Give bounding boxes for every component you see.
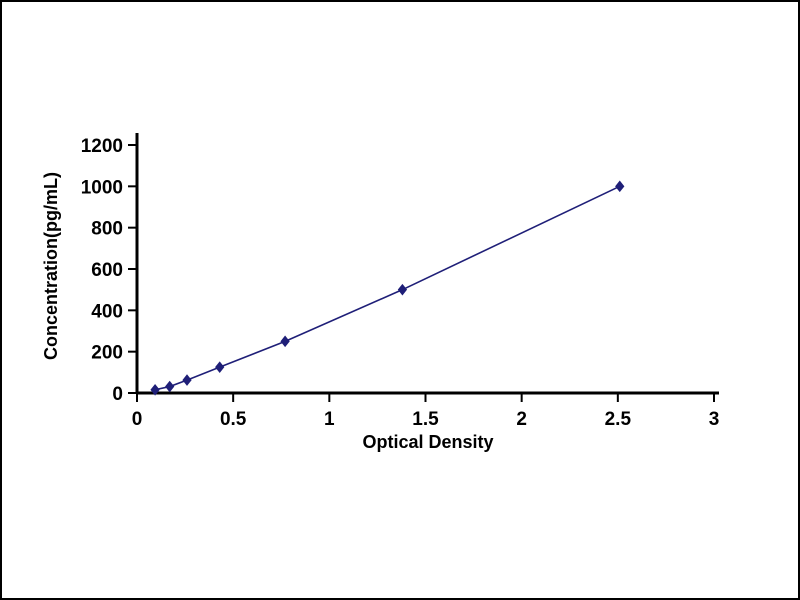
x-tick-label: 2 <box>516 409 527 430</box>
y-tick-label: 1000 <box>81 177 123 198</box>
y-ticks <box>128 144 137 394</box>
series-markers <box>150 180 625 396</box>
x-tick-label: 0.5 <box>220 409 247 430</box>
x-tick-label: 1 <box>324 409 335 430</box>
data-point-marker <box>150 383 160 396</box>
data-point-marker <box>215 361 225 373</box>
x-tick-labels: 0 0.5 1 1.5 2 2.5 3 <box>132 409 720 430</box>
x-axis-title: Optical Density <box>362 432 493 452</box>
data-point-marker <box>615 180 625 193</box>
x-ticks <box>136 393 715 402</box>
data-point-marker <box>397 283 408 296</box>
y-tick-label: 600 <box>91 260 123 281</box>
y-tick-label: 400 <box>91 301 123 322</box>
y-axis-title: Concentration(pg/mL) <box>41 172 61 360</box>
series-line <box>154 185 621 391</box>
data-point-marker <box>165 380 175 393</box>
x-tick-label: 3 <box>709 409 720 430</box>
data-point-marker <box>280 335 290 348</box>
x-tick-label: 2.5 <box>605 409 632 430</box>
series-polyline <box>154 185 621 391</box>
data-point-marker <box>182 374 192 386</box>
y-tick-label: 1200 <box>81 136 123 157</box>
x-tick-label: 1.5 <box>412 409 439 430</box>
y-tick-label: 800 <box>91 219 123 240</box>
y-tick-label: 200 <box>91 343 123 364</box>
y-tick-labels: 0 200 400 600 800 1000 1200 <box>81 136 123 405</box>
x-tick-label: 0 <box>132 409 143 430</box>
y-tick-label: 0 <box>112 384 123 405</box>
